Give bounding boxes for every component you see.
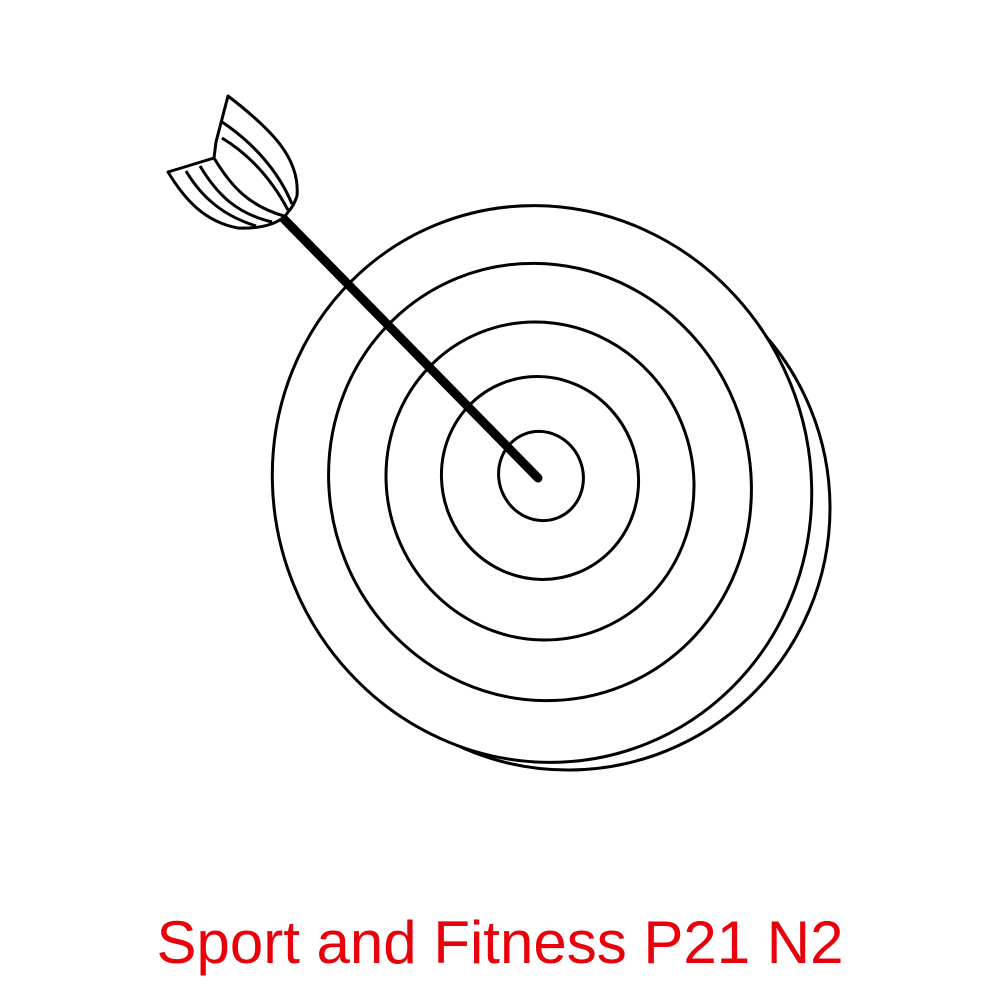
fletching-vane-line-5 (221, 136, 290, 211)
caption-text: Sport and Fitness P21 N2 (156, 909, 844, 976)
fletching-vane-line-3 (184, 170, 257, 228)
fletching-outline (166, 94, 299, 230)
fletching-vane-line-4 (221, 120, 294, 205)
fletching-vane-line-2 (198, 165, 273, 224)
arrow-fletching (166, 94, 299, 230)
fletching-vane-line-1 (212, 157, 285, 218)
